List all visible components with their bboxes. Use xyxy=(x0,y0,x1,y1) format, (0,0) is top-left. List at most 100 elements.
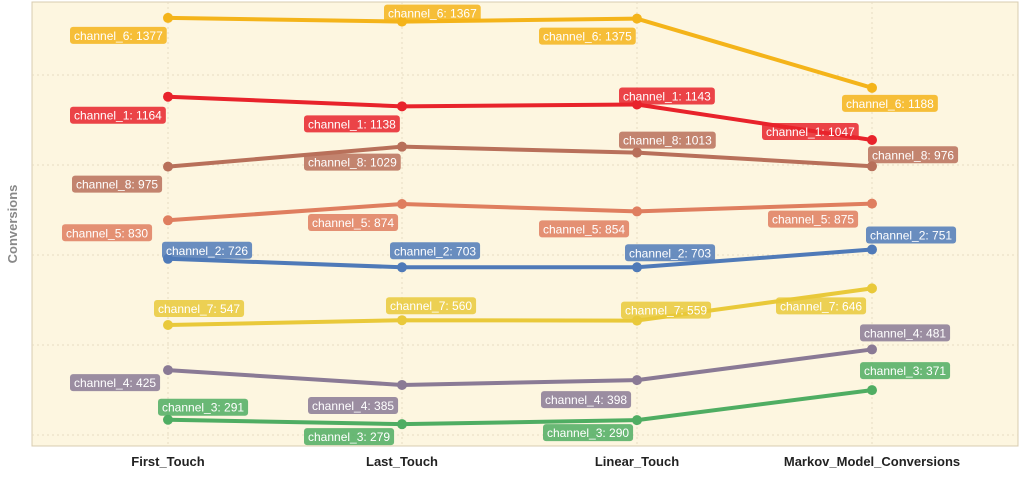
data-label-channel_4: channel_4: 398 xyxy=(541,391,632,409)
data-label-text: channel_8: 1013 xyxy=(623,134,712,148)
series-channel_4 xyxy=(163,344,877,390)
data-label-box xyxy=(390,242,481,260)
series-line-channel_1 xyxy=(166,94,874,143)
data-label-channel_4: channel_4: 481 xyxy=(860,324,951,342)
data-label-text: channel_7: 646 xyxy=(780,299,862,313)
data-label-channel_6: channel_6: 1367 xyxy=(384,4,481,22)
data-label-box xyxy=(304,428,395,446)
data-label-text: channel_5: 854 xyxy=(543,222,625,236)
data-label-channel_4: channel_4: 425 xyxy=(70,374,161,392)
data-label-channel_7: channel_7: 560 xyxy=(386,297,477,315)
data-point-channel_5 xyxy=(867,198,877,209)
data-point-channel_2 xyxy=(632,262,642,273)
data-label-text: channel_2: 703 xyxy=(629,246,711,260)
data-label-box xyxy=(543,424,634,442)
data-label-text: channel_2: 751 xyxy=(870,229,952,243)
series-line-channel_8 xyxy=(166,144,874,169)
data-point-channel_7 xyxy=(397,315,407,326)
data-label-box xyxy=(70,26,167,44)
data-label-channel_3: channel_3: 291 xyxy=(158,398,249,416)
data-label-channel_5: channel_5: 875 xyxy=(768,210,859,228)
data-label-text: channel_7: 547 xyxy=(158,302,240,316)
data-label-channel_2: channel_2: 703 xyxy=(625,244,716,262)
data-label-channel_8: channel_8: 976 xyxy=(868,146,959,164)
data-label-text: channel_8: 1029 xyxy=(308,156,397,170)
data-point-channel_8 xyxy=(397,141,407,152)
data-point-channel_1 xyxy=(867,135,877,146)
data-label-text: channel_6: 1377 xyxy=(74,29,163,43)
data-label-channel_1: channel_1: 1047 xyxy=(762,123,859,141)
data-label-box xyxy=(860,362,951,380)
data-label-text: channel_1: 1143 xyxy=(623,89,711,103)
series-line-channel_4 xyxy=(166,347,874,387)
data-point-channel_3 xyxy=(397,419,407,430)
y-axis-title: Conversions xyxy=(5,185,20,264)
data-label-channel_2: channel_2: 726 xyxy=(162,241,253,259)
data-point-channel_4 xyxy=(397,379,407,390)
data-label-text: channel_6: 1375 xyxy=(543,30,632,44)
data-label-box xyxy=(619,87,715,105)
data-label-box xyxy=(386,297,477,315)
x-tick-label: Linear_Touch xyxy=(595,454,679,469)
data-point-channel_3 xyxy=(867,385,877,396)
data-label-box xyxy=(619,131,716,149)
data-label-box xyxy=(384,4,481,22)
data-point-channel_1 xyxy=(397,101,407,112)
data-label-text: channel_7: 559 xyxy=(625,304,707,318)
data-label-channel_7: channel_7: 559 xyxy=(621,301,712,319)
data-label-text: channel_4: 398 xyxy=(545,393,627,407)
data-point-channel_7 xyxy=(867,283,877,294)
data-label-channel_1: channel_1: 1138 xyxy=(304,115,400,133)
data-label-text: channel_1: 1164 xyxy=(74,109,162,123)
data-label-text: channel_5: 875 xyxy=(772,213,854,227)
series-line-channel_3 xyxy=(166,388,874,427)
series-channel_3 xyxy=(163,385,877,430)
data-label-text: channel_6: 1367 xyxy=(388,7,477,21)
series-channel_8 xyxy=(163,141,877,172)
series-line-channel_6 xyxy=(166,15,874,90)
data-label-text: channel_3: 279 xyxy=(308,430,390,444)
data-point-channel_6 xyxy=(632,13,642,24)
data-label-channel_4: channel_4: 385 xyxy=(308,396,399,414)
data-label-channel_8: channel_8: 975 xyxy=(72,175,163,193)
data-point-channel_4 xyxy=(163,365,173,376)
data-label-text: channel_7: 560 xyxy=(390,299,472,313)
data-label-box xyxy=(70,106,166,124)
data-point-channel_8 xyxy=(867,161,877,172)
data-label-text: channel_6: 1188 xyxy=(846,97,934,111)
data-label-box xyxy=(154,300,245,318)
data-label-box xyxy=(776,297,867,315)
data-point-channel_5 xyxy=(632,206,642,217)
data-label-box xyxy=(308,396,399,414)
data-label-text: channel_2: 726 xyxy=(166,244,248,258)
data-label-channel_1: channel_1: 1143 xyxy=(619,87,715,105)
data-label-channel_8: channel_8: 1013 xyxy=(619,131,716,149)
data-label-box xyxy=(866,226,957,244)
data-point-channel_3 xyxy=(632,415,642,426)
data-point-channel_5 xyxy=(163,215,173,226)
data-label-text: channel_3: 290 xyxy=(547,426,629,440)
data-label-box xyxy=(625,244,716,262)
data-label-text: channel_1: 1047 xyxy=(766,125,855,139)
data-label-box xyxy=(860,324,951,342)
data-label-text: channel_8: 976 xyxy=(872,148,954,162)
data-point-channel_4 xyxy=(632,375,642,386)
data-point-channel_4 xyxy=(867,344,877,355)
data-label-text: channel_5: 874 xyxy=(312,216,394,230)
series-line-channel_7 xyxy=(166,286,874,328)
data-label-box xyxy=(158,398,249,416)
data-label-text: channel_4: 385 xyxy=(312,399,394,413)
data-label-channel_5: channel_5: 854 xyxy=(539,220,630,238)
data-label-channel_8: channel_8: 1029 xyxy=(304,153,401,171)
data-label-box xyxy=(842,94,938,112)
data-label-channel_6: channel_6: 1377 xyxy=(70,26,167,44)
data-point-channel_8 xyxy=(632,147,642,158)
data-label-channel_3: channel_3: 279 xyxy=(304,428,395,446)
x-tick-label: Markov_Model_Conversions xyxy=(784,454,960,469)
data-label-box xyxy=(162,241,253,259)
series-lines xyxy=(163,12,877,430)
data-label-box xyxy=(762,123,859,141)
data-label-channel_7: channel_7: 646 xyxy=(776,297,867,315)
data-label-channel_2: channel_2: 751 xyxy=(866,226,957,244)
